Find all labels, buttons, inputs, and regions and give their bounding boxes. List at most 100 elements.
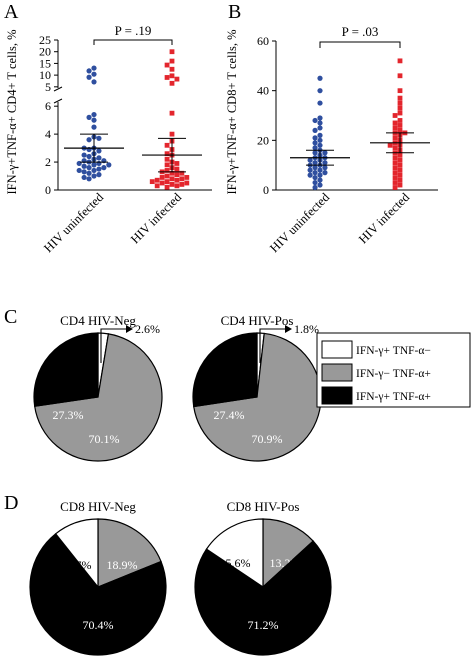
y-tick-label: 5 <box>45 80 51 94</box>
pie-title: CD8 HIV-Pos <box>227 499 300 514</box>
data-point <box>322 170 328 176</box>
data-point <box>169 170 175 176</box>
data-point <box>317 167 323 173</box>
data-point <box>392 135 398 141</box>
data-point <box>174 177 180 183</box>
data-point <box>312 127 318 133</box>
data-point <box>397 95 403 101</box>
data-point <box>397 110 403 116</box>
data-point <box>164 162 170 168</box>
data-point <box>397 105 403 111</box>
y-tick-label: 6 <box>45 99 51 113</box>
data-point <box>392 113 398 118</box>
pie-slice-label: 70.9% <box>252 432 283 446</box>
data-point <box>169 176 175 182</box>
data-point <box>81 163 87 169</box>
data-point <box>397 58 403 64</box>
data-point <box>317 120 323 126</box>
callout-arrow <box>285 325 292 333</box>
y-tick-label: 0 <box>263 183 269 197</box>
data-point <box>86 137 92 143</box>
y-tick-label: 40 <box>257 84 269 98</box>
data-point <box>164 179 170 185</box>
data-point <box>392 125 398 131</box>
data-point <box>312 117 318 124</box>
data-point <box>317 100 323 106</box>
data-point <box>159 180 165 186</box>
panel-letter-b: B <box>228 1 241 23</box>
pie-slice <box>29 532 167 656</box>
data-point <box>397 167 403 173</box>
significance-bracket <box>93 39 173 45</box>
data-point <box>317 137 323 143</box>
data-point <box>91 117 97 123</box>
data-point <box>149 179 155 185</box>
pie-callout-label: 2.6% <box>135 322 160 336</box>
data-point <box>86 153 92 160</box>
callout-line <box>100 328 126 363</box>
x-category-label: HIV uninfected <box>267 190 332 255</box>
pie-slice-label: 71.2% <box>248 618 279 632</box>
data-point <box>81 174 87 181</box>
x-category-label: HIV uninfected <box>41 190 106 255</box>
legend-label: IFN-γ− TNF-α+ <box>356 368 431 380</box>
data-point <box>397 157 403 163</box>
data-point <box>169 66 175 72</box>
data-point <box>81 169 87 175</box>
pie-title: CD4 HIV-Pos <box>221 313 294 328</box>
data-point <box>312 150 318 156</box>
callout-arrow <box>126 325 133 333</box>
data-point <box>96 135 102 141</box>
data-point <box>174 161 180 166</box>
data-point <box>312 160 318 166</box>
data-point <box>91 162 97 168</box>
panel-c-cd4-pies: 2.6% 70.1% 27.3% CD4 HIV-Neg 1.8% 70.9% 27.4% C… <box>33 313 322 462</box>
data-point <box>174 183 180 189</box>
data-point <box>317 177 323 183</box>
data-point <box>86 170 92 176</box>
data-point <box>91 124 97 130</box>
data-point <box>312 135 318 141</box>
data-point <box>392 145 398 151</box>
legend-label: IFN-γ+ TNF-α+ <box>356 391 431 403</box>
data-point <box>91 79 97 85</box>
data-point <box>322 150 328 156</box>
y-tick-label: 60 <box>257 34 269 48</box>
data-point <box>154 183 160 189</box>
data-point <box>312 145 318 151</box>
data-point <box>91 71 97 77</box>
data-point <box>169 58 175 64</box>
p-value-label: P = .03 <box>342 24 379 39</box>
panel-b-cd8-scatter: 0 20 40 60 IFN-γ+TNF-α+ CD8+ T cells, % HIV u… <box>225 24 438 255</box>
data-point <box>91 111 97 118</box>
pie-slice-label: 27.3% <box>53 408 84 422</box>
data-point <box>397 123 403 128</box>
y-tick-label: 4 <box>45 127 51 141</box>
data-point <box>169 131 175 137</box>
y-tick-label: 15 <box>39 56 51 70</box>
data-point <box>322 160 328 166</box>
pie-callout-label: 1.8% <box>294 322 319 336</box>
legend-swatch <box>321 340 353 359</box>
data-point <box>91 167 97 174</box>
y-tick-label: 0 <box>45 183 51 197</box>
data-point <box>81 152 87 158</box>
data-point <box>317 142 323 148</box>
data-point <box>76 167 82 174</box>
data-point <box>307 157 313 163</box>
data-point <box>397 162 403 168</box>
data-point <box>174 76 180 82</box>
data-point <box>397 177 403 183</box>
y-tick-label: 25 <box>39 33 51 47</box>
data-point <box>169 80 175 86</box>
data-point <box>397 100 403 106</box>
data-point <box>86 176 92 182</box>
pie-slice-label: 15.6% <box>220 556 251 570</box>
pie-slice-label: 18.9% <box>107 558 138 572</box>
data-point <box>169 73 175 79</box>
data-point <box>317 125 323 131</box>
pie-slice <box>97 518 162 588</box>
data-point <box>312 179 318 186</box>
